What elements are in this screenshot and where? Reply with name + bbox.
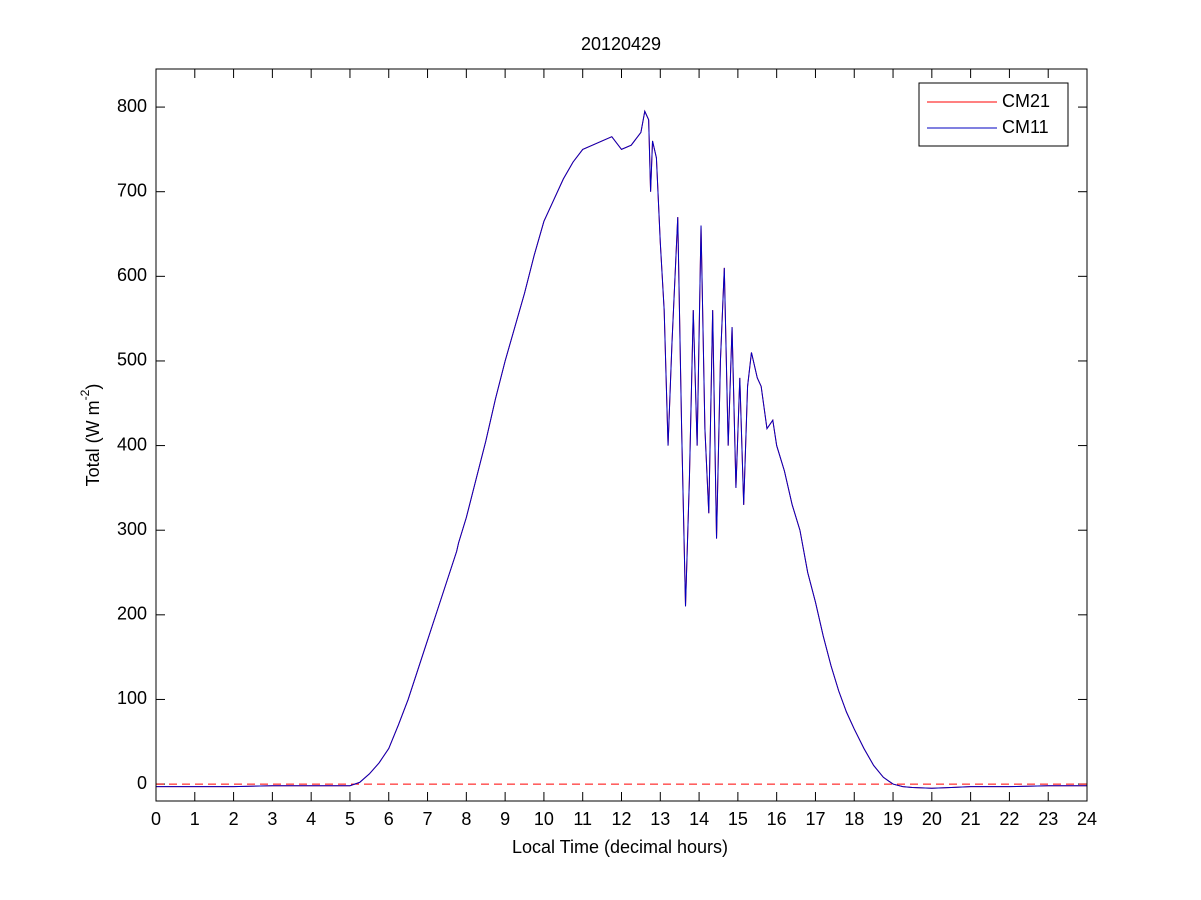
x-axis-label: Local Time (decimal hours) [512,837,728,857]
y-tick-label: 700 [117,180,147,200]
x-tick-label: 12 [611,809,631,829]
x-tick-label: 0 [151,809,161,829]
y-axis-label: Total (W m-2) [78,384,103,487]
y-tick-label: 0 [137,773,147,793]
plot-area [156,69,1087,801]
y-tick-label: 500 [117,350,147,370]
y-label-close: ) [83,384,103,390]
axes-box [155,68,1088,802]
y-tick-label: 200 [117,604,147,624]
legend-label: CM11 [1002,117,1049,137]
x-tick-label: 22 [999,809,1019,829]
y-tick-label: 300 [117,519,147,539]
x-tick-label: 18 [844,809,864,829]
y-label-sup: -2 [78,389,92,400]
x-tick-label: 24 [1077,809,1097,829]
x-tick-label: 14 [689,809,709,829]
x-tick-label: 13 [650,809,670,829]
y-tick-label: 800 [117,96,147,116]
x-tick-label: 16 [767,809,787,829]
x-tick-label: 3 [267,809,277,829]
x-tick-label: 4 [306,809,316,829]
y-label-text: Total (W m [83,400,103,486]
x-tick-label: 8 [461,809,471,829]
y-tick-label: 600 [117,265,147,285]
x-tick-label: 9 [500,809,510,829]
x-tick-label: 5 [345,809,355,829]
series-line [156,109,1087,789]
x-tick-label: 10 [534,809,554,829]
y-tick-label: 400 [117,434,147,454]
x-tick-label: 15 [728,809,748,829]
x-tick-label: 20 [922,809,942,829]
chart-title: 20120429 [581,34,661,54]
x-tick-label: 1 [190,809,200,829]
x-tick-label: 23 [1038,809,1058,829]
x-tick-label: 17 [805,809,825,829]
x-tick-label: 19 [883,809,903,829]
x-tick-label: 7 [423,809,433,829]
x-tick-label: 6 [384,809,394,829]
legend-label: CM21 [1002,91,1050,111]
y-tick-label: 100 [117,688,147,708]
legend-box [918,82,1069,147]
x-tick-label: 2 [229,809,239,829]
x-tick-label: 21 [961,809,981,829]
x-tick-label: 11 [573,809,592,829]
